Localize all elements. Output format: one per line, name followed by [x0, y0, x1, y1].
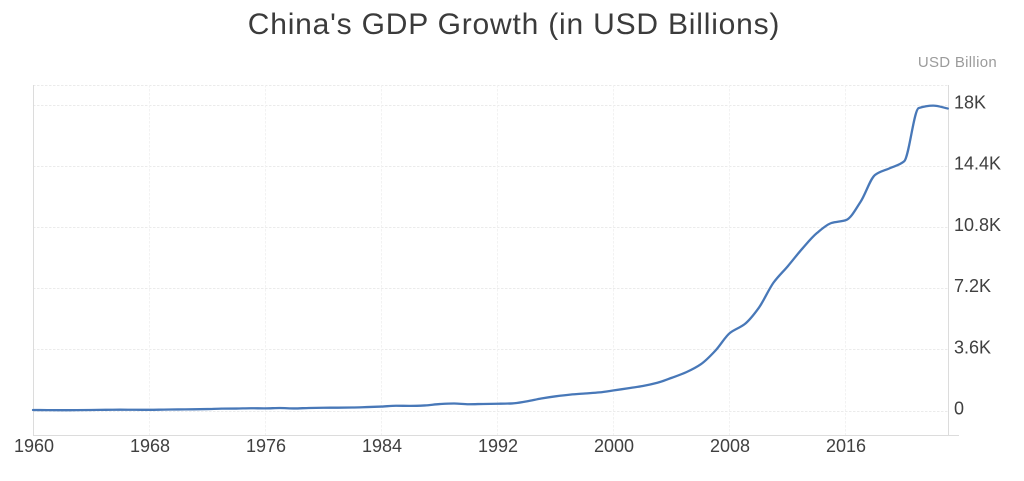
svg-text:14.4K: 14.4K: [954, 154, 1001, 174]
svg-text:1984: 1984: [362, 436, 402, 456]
svg-text:18K: 18K: [954, 93, 986, 113]
svg-text:10.8K: 10.8K: [954, 215, 1001, 235]
svg-text:0: 0: [954, 399, 964, 419]
svg-text:2000: 2000: [594, 436, 634, 456]
svg-text:2016: 2016: [826, 436, 866, 456]
svg-text:3.6K: 3.6K: [954, 337, 991, 357]
svg-text:1960: 1960: [14, 436, 54, 456]
svg-text:1992: 1992: [478, 436, 518, 456]
svg-text:7.2K: 7.2K: [954, 276, 991, 296]
svg-text:2008: 2008: [710, 436, 750, 456]
svg-text:1976: 1976: [246, 436, 286, 456]
svg-text:1968: 1968: [130, 436, 170, 456]
